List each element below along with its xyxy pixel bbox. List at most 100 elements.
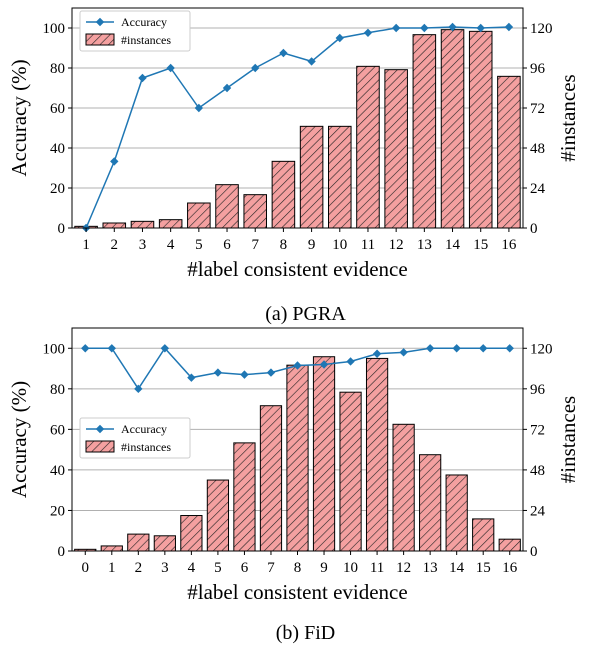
panel-b-ylabel-right: #instances <box>556 396 580 483</box>
instances-bar <box>445 474 468 552</box>
x-tick-label: 5 <box>195 237 203 253</box>
x-tick-label: 2 <box>135 560 143 576</box>
accuracy-marker <box>138 73 147 83</box>
instances-bar <box>392 423 415 552</box>
instances-bar <box>130 220 155 229</box>
right-tick-label: 48 <box>530 141 545 157</box>
accuracy-marker <box>504 22 514 32</box>
right-tick-label: 96 <box>530 382 546 398</box>
right-tick-label: 0 <box>530 544 538 560</box>
instances-bar <box>339 391 362 552</box>
panel-b-left-tick-labels: 0 20 40 60 80 100 <box>43 341 66 560</box>
x-tick-label: 15 <box>476 560 491 576</box>
instances-bar <box>498 538 521 552</box>
instances-bar <box>419 454 442 552</box>
legend-instances-label: #instances <box>121 33 171 47</box>
instances-bar <box>440 29 465 229</box>
accuracy-marker <box>81 344 90 353</box>
left-tick-label: 0 <box>58 544 66 560</box>
right-tick-label: 120 <box>530 341 553 357</box>
x-tick-label: 15 <box>473 237 488 253</box>
left-tick-label: 0 <box>58 221 66 237</box>
x-tick-label: 9 <box>308 237 316 253</box>
accuracy-marker <box>240 370 249 379</box>
x-tick-label: 8 <box>280 237 288 253</box>
x-tick-label: 6 <box>223 237 231 253</box>
legend-accuracy-marker <box>95 424 105 434</box>
accuracy-marker <box>391 23 401 33</box>
right-tick-label: 96 <box>530 61 546 77</box>
instances-bar <box>356 65 380 229</box>
accuracy-marker <box>293 361 302 370</box>
legend-instances-patch <box>85 33 115 46</box>
panel-a-xlabel: #label consistent evidence <box>187 257 407 281</box>
x-tick-label: 4 <box>167 237 175 253</box>
accuracy-marker <box>319 360 329 369</box>
accuracy-marker <box>266 368 276 377</box>
x-tick-label: 3 <box>139 237 147 253</box>
x-tick-label: 10 <box>332 237 347 253</box>
right-tick-label: 0 <box>530 221 538 237</box>
x-tick-label: 12 <box>396 560 411 576</box>
x-tick-label: 14 <box>449 560 465 576</box>
instances-bar <box>153 535 176 552</box>
accuracy-marker <box>476 23 485 33</box>
x-tick-label: 9 <box>320 560 328 576</box>
legend-accuracy-label: Accuracy <box>121 15 167 29</box>
accuracy-marker <box>335 33 344 43</box>
instances-bar <box>158 219 183 229</box>
accuracy-marker <box>251 63 260 73</box>
x-tick-label: 7 <box>251 237 259 253</box>
left-tick-label: 40 <box>50 141 65 157</box>
panel-a-axes-frame <box>71 7 524 229</box>
instances-bar <box>312 356 336 552</box>
accuracy-marker <box>222 83 232 93</box>
instances-bar <box>384 69 408 229</box>
accuracy-marker <box>452 344 461 353</box>
instances-bar <box>328 125 352 229</box>
panel-a-caption: (a) PGRA <box>265 303 346 325</box>
instances-bar <box>180 515 203 552</box>
accuracy-polyline <box>85 26 509 229</box>
accuracy-marker <box>363 28 373 37</box>
left-tick-label: 80 <box>50 61 65 77</box>
legend-accuracy-label: Accuracy <box>121 422 167 436</box>
right-tick-label: 72 <box>530 101 545 117</box>
accuracy-marker <box>307 57 316 66</box>
panel-b-xlabel: #label consistent evidence <box>187 580 407 604</box>
panel-b-legend: Accuracy #instances <box>79 417 191 459</box>
accuracy-marker <box>505 344 514 353</box>
panel-a-left-tick-labels: 0 20 40 60 80 100 <box>43 21 66 237</box>
x-tick-label: 6 <box>241 560 249 576</box>
x-tick-label: 13 <box>417 237 432 253</box>
instances-bar <box>271 160 296 229</box>
accuracy-marker <box>479 344 488 353</box>
accuracy-marker <box>420 23 429 33</box>
x-tick-label: 2 <box>111 237 119 253</box>
accuracy-marker <box>166 63 175 73</box>
instances-bar <box>412 34 437 229</box>
accuracy-marker <box>187 373 196 382</box>
panel-b-ylabel-left: Accuracy (%) <box>7 381 31 498</box>
legend-instances-patch <box>85 440 115 453</box>
right-tick-label: 24 <box>530 503 546 519</box>
instances-bar <box>127 533 150 552</box>
accuracy-marker <box>107 344 116 353</box>
panel-a-right-tick-labels: 0 24 48 72 96 120 <box>530 21 553 237</box>
instances-bar <box>206 479 230 552</box>
left-tick-label: 100 <box>43 341 66 357</box>
x-tick-label: 16 <box>501 237 517 253</box>
panel-a-bars <box>74 29 521 229</box>
instances-bar <box>468 30 493 229</box>
right-tick-label: 48 <box>530 463 545 479</box>
x-tick-label: 4 <box>188 560 196 576</box>
panel-b-caption: (b) FiD <box>276 622 335 644</box>
left-tick-label: 40 <box>50 463 65 479</box>
panel-b-accuracy-line <box>81 344 514 394</box>
panel-b-right-tick-labels: 0 24 48 72 96 120 <box>530 341 553 560</box>
panel-a-ylabel-right: #instances <box>556 74 580 161</box>
instances-bar <box>259 405 283 552</box>
instances-bar <box>187 202 211 229</box>
